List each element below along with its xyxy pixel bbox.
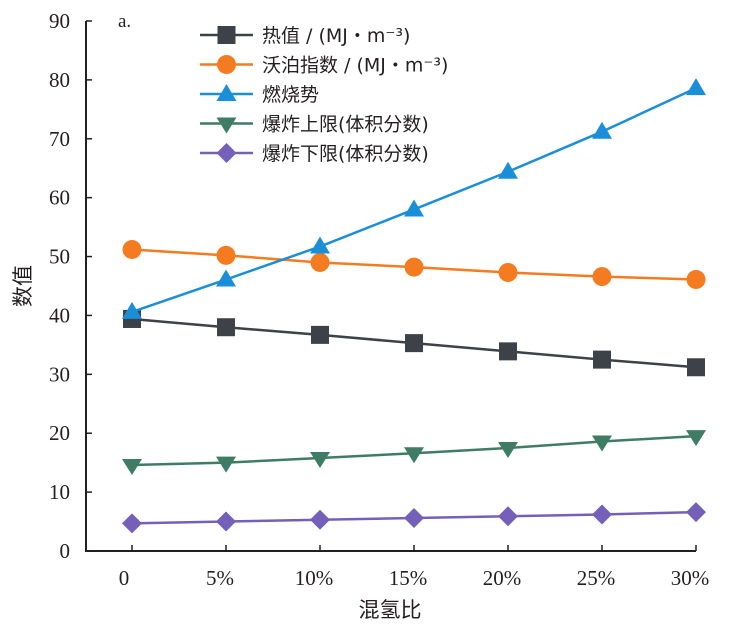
data-point xyxy=(498,161,518,179)
data-point xyxy=(310,236,330,254)
data-point xyxy=(310,252,330,272)
y-tick-label: 20 xyxy=(49,421,70,445)
legend-marker xyxy=(216,143,237,163)
legend-item: 爆炸下限(体积分数) xyxy=(200,143,429,165)
y-axis-title: 数值 xyxy=(11,265,35,307)
x-tick-label: 25% xyxy=(577,566,616,590)
y-tick-label: 60 xyxy=(49,186,70,210)
x-tick-label: 0 xyxy=(119,566,130,590)
legend-item: 热值 / (MJ・m⁻³) xyxy=(200,25,410,47)
data-point xyxy=(217,318,235,337)
data-point xyxy=(686,270,706,290)
legend-item: 沃泊指数 / (MJ・m⁻³) xyxy=(200,55,448,77)
legend-label: 爆炸下限(体积分数) xyxy=(262,143,429,165)
data-point xyxy=(592,504,612,525)
data-point xyxy=(592,435,612,452)
data-point xyxy=(404,508,424,529)
data-point xyxy=(404,447,424,464)
panel-label: a. xyxy=(118,11,131,32)
series-0 xyxy=(123,309,705,377)
data-point xyxy=(499,342,517,361)
data-point xyxy=(311,325,329,344)
y-tick-label: 30 xyxy=(49,362,70,386)
legend: 热值 / (MJ・m⁻³) 沃泊指数 / (MJ・m⁻³) 燃烧势爆炸上限(体积分数… xyxy=(200,25,448,165)
data-point xyxy=(404,257,424,277)
data-point xyxy=(216,511,236,532)
y-tick-label: 10 xyxy=(49,480,70,504)
data-point xyxy=(686,502,706,523)
y-tick-label: 0 xyxy=(60,539,71,563)
series-1 xyxy=(122,239,706,290)
legend-label: 热值 / (MJ・m⁻³) xyxy=(262,25,410,47)
data-point xyxy=(122,301,142,319)
legend-item: 燃烧势 xyxy=(200,84,319,106)
x-tick-label: 15% xyxy=(389,566,428,590)
series-4 xyxy=(122,502,706,534)
x-tick-label: 20% xyxy=(483,566,522,590)
data-point xyxy=(216,456,236,473)
data-point xyxy=(122,513,142,534)
legend-label: 燃烧势 xyxy=(262,84,319,106)
data-point xyxy=(498,506,518,527)
y-tick-label: 80 xyxy=(49,68,70,92)
series-2 xyxy=(122,78,706,319)
legend-marker xyxy=(216,117,237,134)
y-tick-label: 50 xyxy=(49,245,70,269)
series-layer xyxy=(122,78,706,534)
x-tick-label: 30% xyxy=(671,566,710,590)
data-point xyxy=(310,451,330,468)
data-point xyxy=(686,430,706,447)
data-point xyxy=(498,262,518,282)
data-point xyxy=(498,441,518,458)
data-point xyxy=(404,199,424,217)
data-point xyxy=(122,459,142,476)
series-3 xyxy=(122,430,706,476)
data-point xyxy=(686,78,706,96)
x-tick-label: 10% xyxy=(295,566,334,590)
data-point xyxy=(593,350,611,369)
legend-label: 爆炸上限(体积分数) xyxy=(262,114,429,136)
x-tick-label: 5% xyxy=(206,566,234,590)
data-point xyxy=(310,509,330,530)
data-point xyxy=(687,358,705,377)
y-tick-label: 90 xyxy=(49,9,70,33)
axes: 0 10 20 30 40 50 60 70 80 90 0 5% 10% 15% 20% 25% 30% xyxy=(49,9,709,590)
data-point xyxy=(122,239,142,259)
y-tick-label: 40 xyxy=(49,303,70,327)
data-point xyxy=(592,121,612,139)
legend-marker xyxy=(217,26,236,44)
x-axis-title: 混氢比 xyxy=(359,598,422,622)
legend-label: 沃泊指数 / (MJ・m⁻³) xyxy=(262,55,448,77)
legend-marker xyxy=(217,55,236,74)
data-point xyxy=(405,334,423,353)
y-tick-label: 70 xyxy=(49,127,70,151)
data-point xyxy=(216,269,236,287)
legend-marker xyxy=(216,84,237,101)
data-point xyxy=(216,245,236,265)
data-point xyxy=(592,267,612,287)
legend-item: 爆炸上限(体积分数) xyxy=(200,114,429,136)
